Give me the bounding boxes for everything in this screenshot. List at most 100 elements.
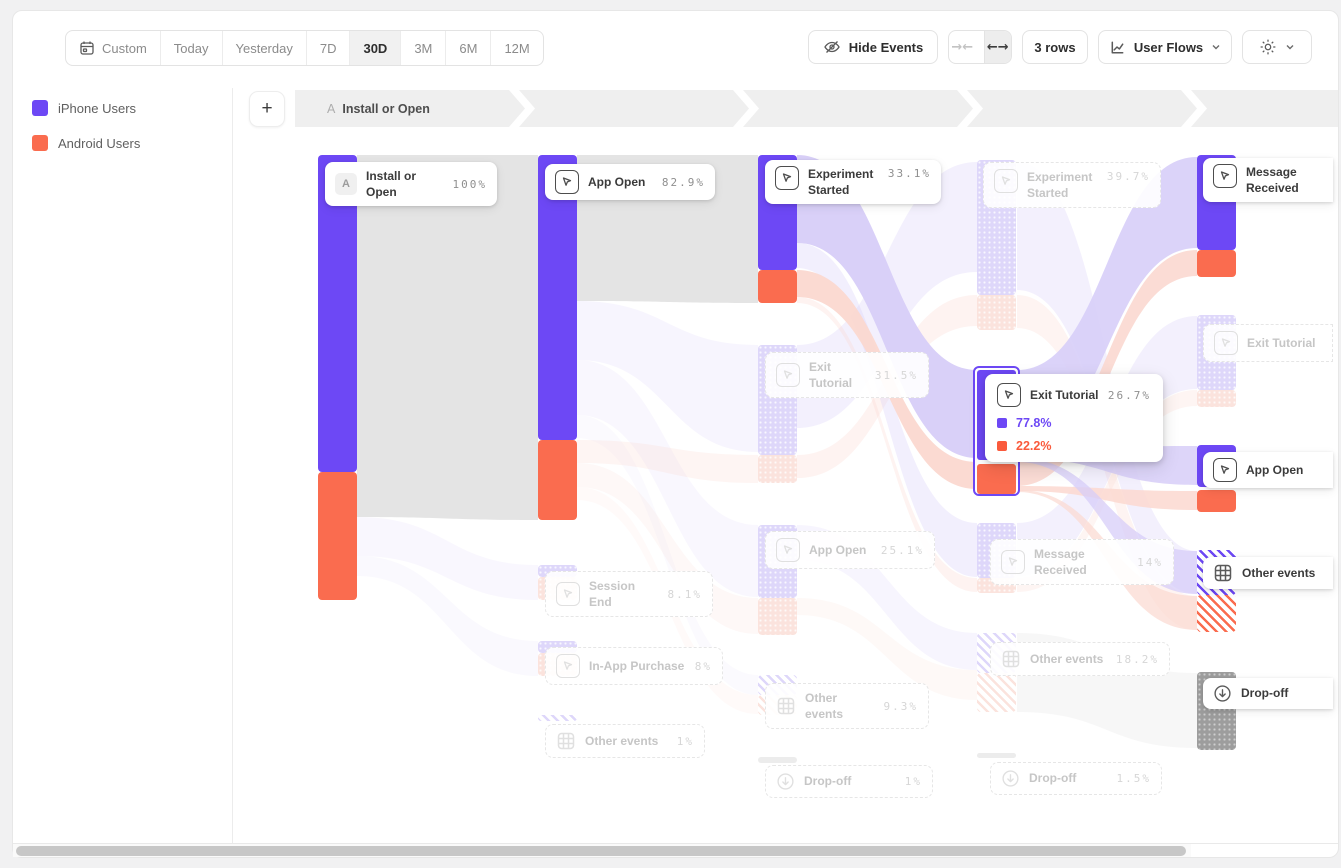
android-users-swatch — [32, 135, 48, 151]
node-label: Message Received — [1246, 165, 1299, 196]
node-exit4-tooltip[interactable]: Exit Tutorial 26.7% 77.8% 22.2% — [985, 374, 1163, 462]
breadcrumb-step-1[interactable]: A Install or Open — [295, 90, 525, 127]
legend-item-iphone-users[interactable]: iPhone Users — [32, 100, 136, 116]
node-drop3-bar[interactable] — [758, 757, 797, 763]
node-drop4-bar[interactable] — [977, 753, 1016, 758]
legend-item-android-users[interactable]: Android Users — [32, 135, 140, 151]
date-range-6m[interactable]: 6M — [446, 31, 492, 65]
node-exp4-bar-android[interactable] — [977, 295, 1016, 330]
breadcrumb-step-3[interactable] — [743, 90, 973, 127]
breadcrumb-label: Install or Open — [342, 101, 430, 116]
date-range-3m[interactable]: 3M — [401, 31, 447, 65]
node-app5-card[interactable]: App Open — [1203, 452, 1333, 488]
node-msg4-card[interactable]: Message Received 14% — [990, 539, 1174, 586]
node-app_open2-card[interactable]: App Open 82.9% — [545, 164, 715, 200]
grid-icon — [556, 731, 576, 751]
legend-label: Android Users — [58, 135, 141, 151]
expand-arrows-icon[interactable]: ←→ — [983, 31, 1011, 63]
node-percent: 39.7% — [1106, 170, 1150, 183]
event-a-badge: A — [335, 173, 357, 196]
view-selector-button[interactable]: User Flows — [1098, 30, 1232, 64]
node-drop3-card[interactable]: Drop-off 1% — [765, 765, 933, 798]
node-exp3-card[interactable]: Experiment Started 33.1% — [765, 160, 941, 205]
cursor-click-icon — [994, 169, 1018, 193]
node-session_end2-card[interactable]: Session End 8.1% — [545, 571, 713, 618]
node-exit5-bar-android[interactable] — [1197, 390, 1236, 407]
node-percent: 1% — [676, 734, 694, 748]
breakdown-iphone: 77.8% — [997, 416, 1151, 430]
arrow-down-circle-icon — [1213, 684, 1232, 703]
breadcrumb-step-5[interactable] — [1191, 90, 1338, 127]
collapse-arrows-icon[interactable]: →← — [951, 39, 974, 55]
cursor-click-icon — [997, 383, 1021, 407]
node-label: Exit Tutorial — [809, 360, 853, 391]
date-range-7d[interactable]: 7D — [307, 31, 351, 65]
cursor-click-icon — [776, 538, 800, 562]
grid-icon — [1001, 649, 1021, 669]
node-label: Other events — [585, 733, 659, 748]
legend-label: iPhone Users — [58, 100, 137, 116]
node-other4-bar-android[interactable] — [977, 673, 1016, 712]
breadcrumb-step-4[interactable] — [967, 90, 1197, 127]
node-appopen3-card[interactable]: App Open 25.1% — [765, 531, 935, 569]
node-percent: 26.7% — [1107, 388, 1151, 402]
hide-events-label: Hide Events — [848, 39, 924, 55]
cursor-click-icon — [1213, 164, 1237, 188]
node-install_open-card[interactable]: A Install or Open 100% — [325, 162, 497, 207]
node-label: Exit Tutorial — [1247, 335, 1316, 350]
cursor-click-icon — [1213, 458, 1237, 482]
calendar-icon — [79, 40, 95, 56]
breadcrumb-step-2[interactable] — [519, 90, 749, 127]
node-app_open2-bar-android[interactable] — [538, 440, 577, 520]
node-percent: 14% — [1137, 555, 1163, 569]
android-users-swatch — [997, 441, 1007, 451]
node-percent: 18.2% — [1115, 652, 1159, 666]
node-iap2-card[interactable]: In-App Purchase 8% — [545, 647, 723, 685]
node-msg5-card[interactable]: Message Received — [1203, 158, 1333, 203]
node-other5-card[interactable]: Other events — [1203, 557, 1333, 589]
node-msg5-bar-android[interactable] — [1197, 250, 1236, 277]
date-range-yesterday[interactable]: Yesterday — [223, 31, 307, 65]
node-other5-bar-android[interactable] — [1197, 595, 1236, 632]
date-range-12m[interactable]: 12M — [504, 40, 530, 56]
flow-chart-icon — [1109, 39, 1126, 56]
node-other2-card[interactable]: Other events 1% — [545, 724, 705, 758]
node-percent: 8.1% — [667, 587, 702, 601]
node-label: Message Received — [1034, 547, 1087, 578]
node-drop5-card[interactable]: Drop-off — [1203, 678, 1333, 709]
node-other3-card[interactable]: Other events 9.3% — [765, 683, 929, 730]
node-label: App Open — [809, 542, 867, 557]
node-exit3-bar-android[interactable] — [758, 455, 797, 483]
node-percent: 9.3% — [883, 699, 918, 713]
node-drop4-card[interactable]: Drop-off 1.5% — [990, 762, 1162, 795]
node-appopen3-bar-android[interactable] — [758, 598, 797, 635]
node-percent: 82.9% — [661, 175, 705, 189]
breakdown-android: 22.2% — [997, 439, 1151, 453]
node-app_open2-bar-iphone[interactable] — [538, 155, 577, 440]
node-other4-card[interactable]: Other events 18.2% — [990, 642, 1170, 676]
content-bottom-divider — [13, 843, 1338, 844]
node-label: App Open — [1246, 462, 1304, 477]
breadcrumb: A Install or Open — [295, 90, 1338, 127]
node-exp3-bar-android[interactable] — [758, 270, 797, 303]
gear-icon — [1259, 38, 1277, 56]
settings-button[interactable] — [1242, 30, 1312, 64]
date-range-custom[interactable]: Custom — [66, 31, 161, 65]
node-install_open-bar-android[interactable] — [318, 472, 357, 600]
node-label: Session End — [589, 579, 636, 610]
cursor-click-icon — [555, 170, 579, 194]
node-app5-bar-android[interactable] — [1197, 490, 1236, 512]
node-exp4-card[interactable]: Experiment Started 39.7% — [983, 162, 1161, 209]
node-other2-bar-iphone[interactable] — [538, 715, 577, 721]
rows-button[interactable]: 3 rows — [1022, 30, 1088, 64]
node-exit3-card[interactable]: Exit Tutorial 31.5% — [765, 352, 929, 399]
node-install_open-bar-iphone[interactable] — [318, 155, 357, 472]
hide-events-button[interactable]: Hide Events — [808, 30, 938, 64]
date-range-30d[interactable]: 30D — [350, 31, 402, 65]
breadcrumb-badge: A — [327, 101, 336, 116]
date-range-today[interactable]: Today — [161, 31, 223, 65]
node-label: Install or Open — [366, 169, 417, 200]
horizontal-scrollbar-thumb[interactable] — [16, 846, 1186, 856]
node-exit5-card[interactable]: Exit Tutorial — [1203, 324, 1333, 362]
add-step-button[interactable]: + — [249, 91, 285, 127]
